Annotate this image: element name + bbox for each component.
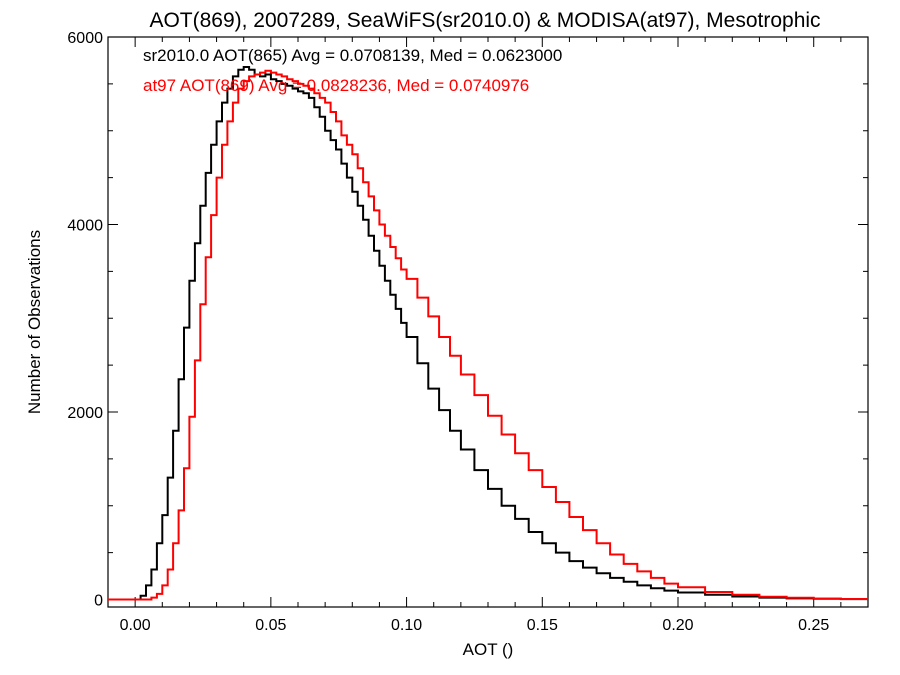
x-tick-label: 0.25 — [798, 617, 829, 634]
y-axis-label: Number of Observations — [25, 230, 44, 414]
y-tick-label: 2000 — [67, 405, 103, 422]
y-tick-label: 6000 — [67, 30, 103, 47]
x-tick-label: 0.20 — [662, 617, 693, 634]
x-tick-label: 0.00 — [120, 617, 151, 634]
plot-frame — [107, 36, 869, 608]
x-tick-label: 0.10 — [391, 617, 422, 634]
series-line-sr2010 — [108, 66, 868, 601]
y-axis-ticks: 0 2000 4000 6000 — [67, 30, 868, 610]
legend-entry-sr2010: sr2010.0 AOT(865) Avg = 0.0708139, Med =… — [143, 46, 562, 65]
series-line-at97 — [108, 69, 868, 601]
x-axis-label: AOT () — [463, 640, 514, 659]
chart-title: AOT(869), 2007289, SeaWiFS(sr2010.0) & M… — [149, 9, 820, 32]
x-tick-label: 0.05 — [255, 617, 286, 634]
y-tick-label: 0 — [94, 593, 103, 610]
series-layer — [108, 66, 868, 601]
y-tick-label: 4000 — [67, 218, 103, 235]
x-axis-ticks: 0.00 0.05 0.10 0.15 0.20 0.25 — [120, 37, 842, 634]
legend-entry-at97: at97 AOT(869) Avg = 0.0828236, Med = 0.0… — [143, 76, 529, 95]
x-tick-label: 0.15 — [527, 617, 558, 634]
